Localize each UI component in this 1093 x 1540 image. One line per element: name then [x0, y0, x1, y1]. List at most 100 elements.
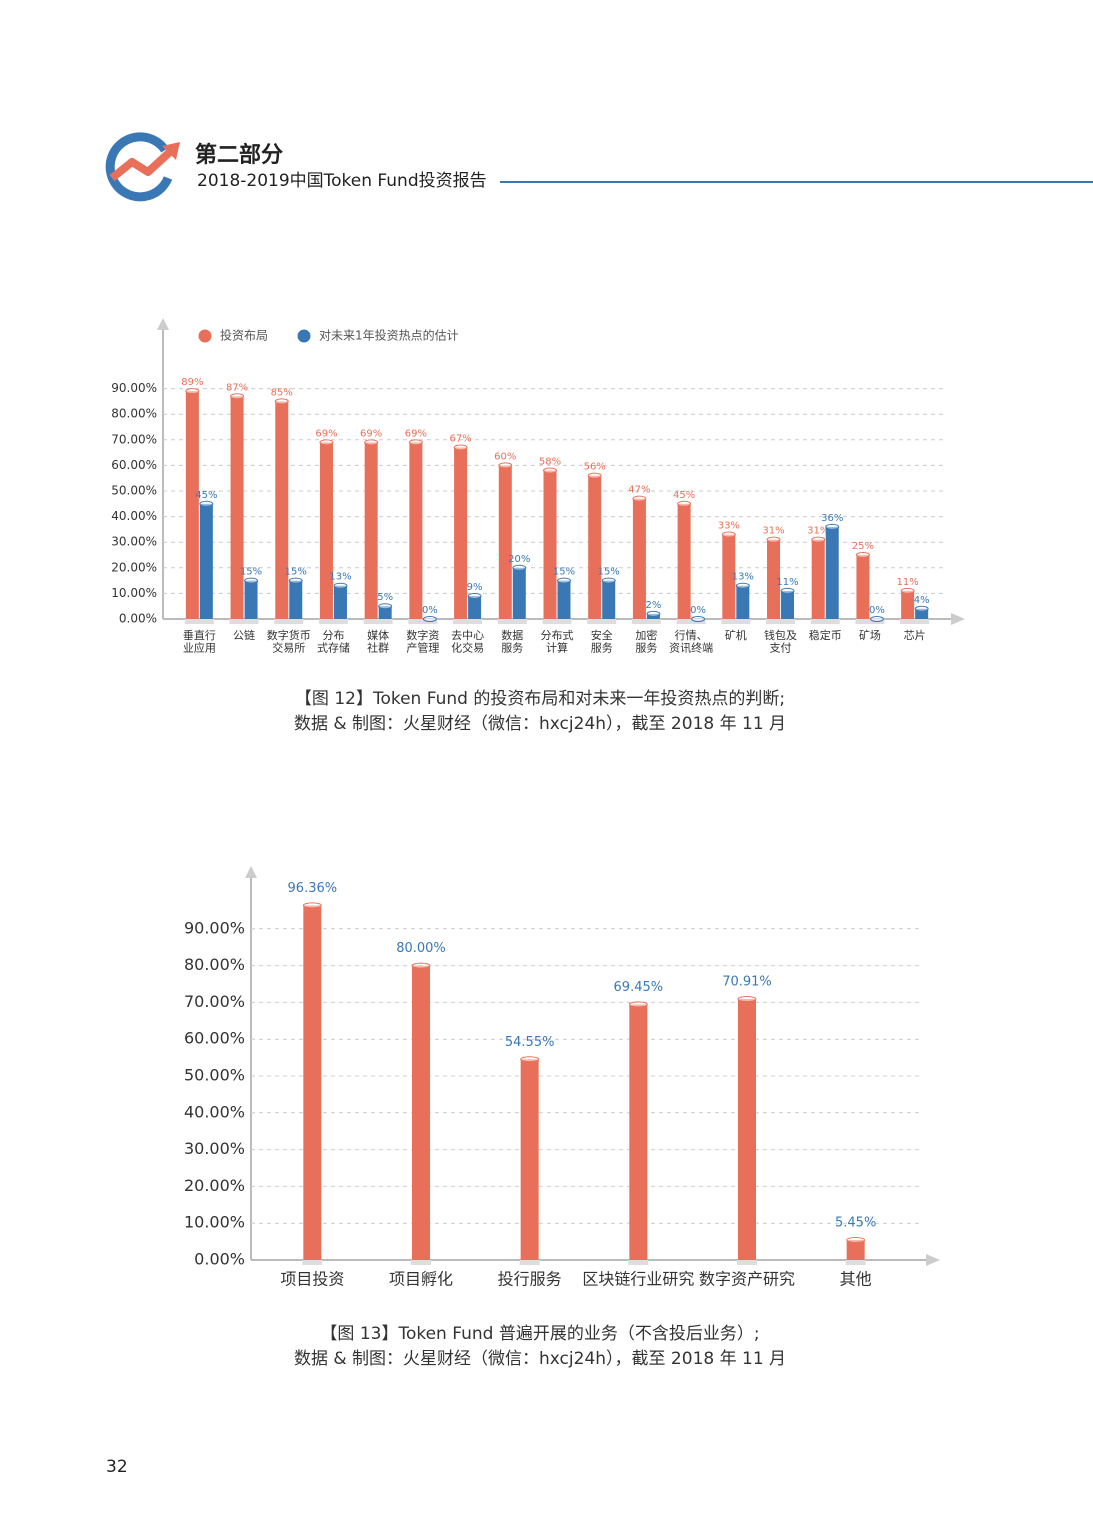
value-label: 0%: [690, 605, 706, 616]
value-label: 0%: [422, 605, 438, 616]
base: [900, 619, 916, 624]
bar-cap: [766, 536, 781, 543]
bar: [677, 503, 691, 619]
base: [519, 1260, 540, 1265]
value-label: 45%: [195, 490, 217, 501]
value-label: 31%: [807, 526, 829, 537]
y-tick-label: 60.00%: [184, 1029, 245, 1048]
base: [631, 619, 647, 624]
y-tick-label: 90.00%: [111, 381, 157, 395]
x-tick-label: 芯片: [904, 628, 926, 642]
bar: [412, 965, 430, 1260]
bar-cap: [825, 523, 840, 530]
base: [628, 1260, 649, 1265]
base: [411, 1260, 431, 1265]
bar: [185, 391, 199, 619]
legend-label: 对未来1年投资热点的估计: [319, 328, 459, 343]
value-label: 15%: [553, 567, 575, 578]
y-tick-label: 90.00%: [184, 918, 245, 937]
bar-cap: [721, 531, 736, 538]
base: [824, 619, 840, 624]
base: [302, 1260, 323, 1265]
x-tick-label: 媒体社群: [367, 628, 389, 655]
bar-cap: [869, 616, 884, 622]
bar-cap: [520, 1056, 540, 1063]
base: [184, 619, 200, 624]
value-label: 69%: [405, 428, 427, 439]
bar: [364, 442, 378, 619]
value-label: 11%: [897, 577, 919, 588]
bar-cap: [408, 439, 423, 446]
bar: [901, 590, 915, 619]
bar: [520, 1059, 539, 1260]
bar: [738, 999, 756, 1260]
value-label: 33%: [718, 521, 740, 532]
x-tick-label: 垂直行业应用: [183, 628, 216, 655]
y-tick-label: 40.00%: [184, 1102, 245, 1121]
y-tick-label: 70.00%: [111, 432, 157, 446]
bar-cap: [498, 462, 513, 469]
caption: 【图 12】Token Fund 的投资布局和对未来一年投资热点的判断;: [295, 689, 785, 709]
bar-cap: [914, 605, 929, 612]
bar: [498, 465, 512, 619]
value-label: 2%: [645, 600, 661, 611]
base: [198, 619, 214, 624]
x-tick-label: 钱包及支付: [764, 628, 797, 655]
base: [601, 619, 617, 624]
x-tick-label: 加密服务: [635, 628, 657, 655]
base: [288, 619, 304, 624]
value-label: 87%: [226, 382, 248, 393]
x-tick-label: 数字资产研究: [699, 1270, 795, 1289]
base: [737, 1260, 757, 1265]
base: [497, 619, 513, 624]
x-axis-arrow: [926, 1254, 940, 1266]
x-tick-label: 其他: [840, 1270, 872, 1289]
x-tick-label: 数据服务: [501, 628, 523, 655]
base: [467, 619, 483, 624]
base: [676, 619, 692, 624]
legend-label: 投资布局: [220, 328, 268, 343]
bar: [303, 905, 322, 1260]
bar: [199, 503, 213, 619]
value-label: 25%: [852, 541, 874, 552]
value-label: 0%: [869, 605, 885, 616]
value-label: 96.36%: [288, 881, 338, 896]
logo-ring: [105, 132, 173, 202]
value-label: 4%: [914, 595, 930, 606]
x-tick-label: 安全服务: [591, 628, 613, 655]
bar-cap: [646, 610, 661, 617]
y-tick-label: 80.00%: [184, 955, 245, 974]
bar-cap: [632, 495, 647, 502]
bar-cap: [691, 616, 706, 622]
value-label: 5%: [377, 592, 393, 603]
base: [914, 619, 930, 624]
bar-cap: [811, 536, 826, 543]
value-label: 89%: [181, 377, 203, 388]
y-tick-label: 30.00%: [111, 535, 157, 549]
bar: [722, 534, 736, 619]
value-label: 69%: [315, 428, 337, 439]
value-label: 36%: [821, 513, 843, 524]
y-tick-label: 20.00%: [184, 1176, 245, 1195]
value-label: 9%: [467, 582, 483, 593]
value-label: 70.91%: [722, 975, 772, 990]
y-axis-arrow: [157, 318, 169, 330]
x-tick-label: 分布式计算: [541, 629, 574, 655]
base: [243, 619, 259, 624]
bar-cap: [199, 500, 214, 507]
x-tick-label: 去中心化交易: [451, 629, 484, 655]
bar: [289, 580, 303, 619]
bar: [846, 1239, 865, 1260]
y-tick-label: 60.00%: [111, 458, 157, 472]
base: [377, 619, 393, 624]
x-tick-label: 行情、资讯终端: [669, 629, 713, 655]
base: [855, 619, 871, 624]
value-label: 69.45%: [614, 980, 664, 995]
bar: [811, 539, 825, 619]
value-label: 31%: [762, 526, 784, 537]
x-tick-label: 项目投资: [280, 1270, 344, 1289]
bar-cap: [244, 577, 259, 584]
base: [780, 619, 796, 624]
bar-cap: [737, 996, 757, 1003]
